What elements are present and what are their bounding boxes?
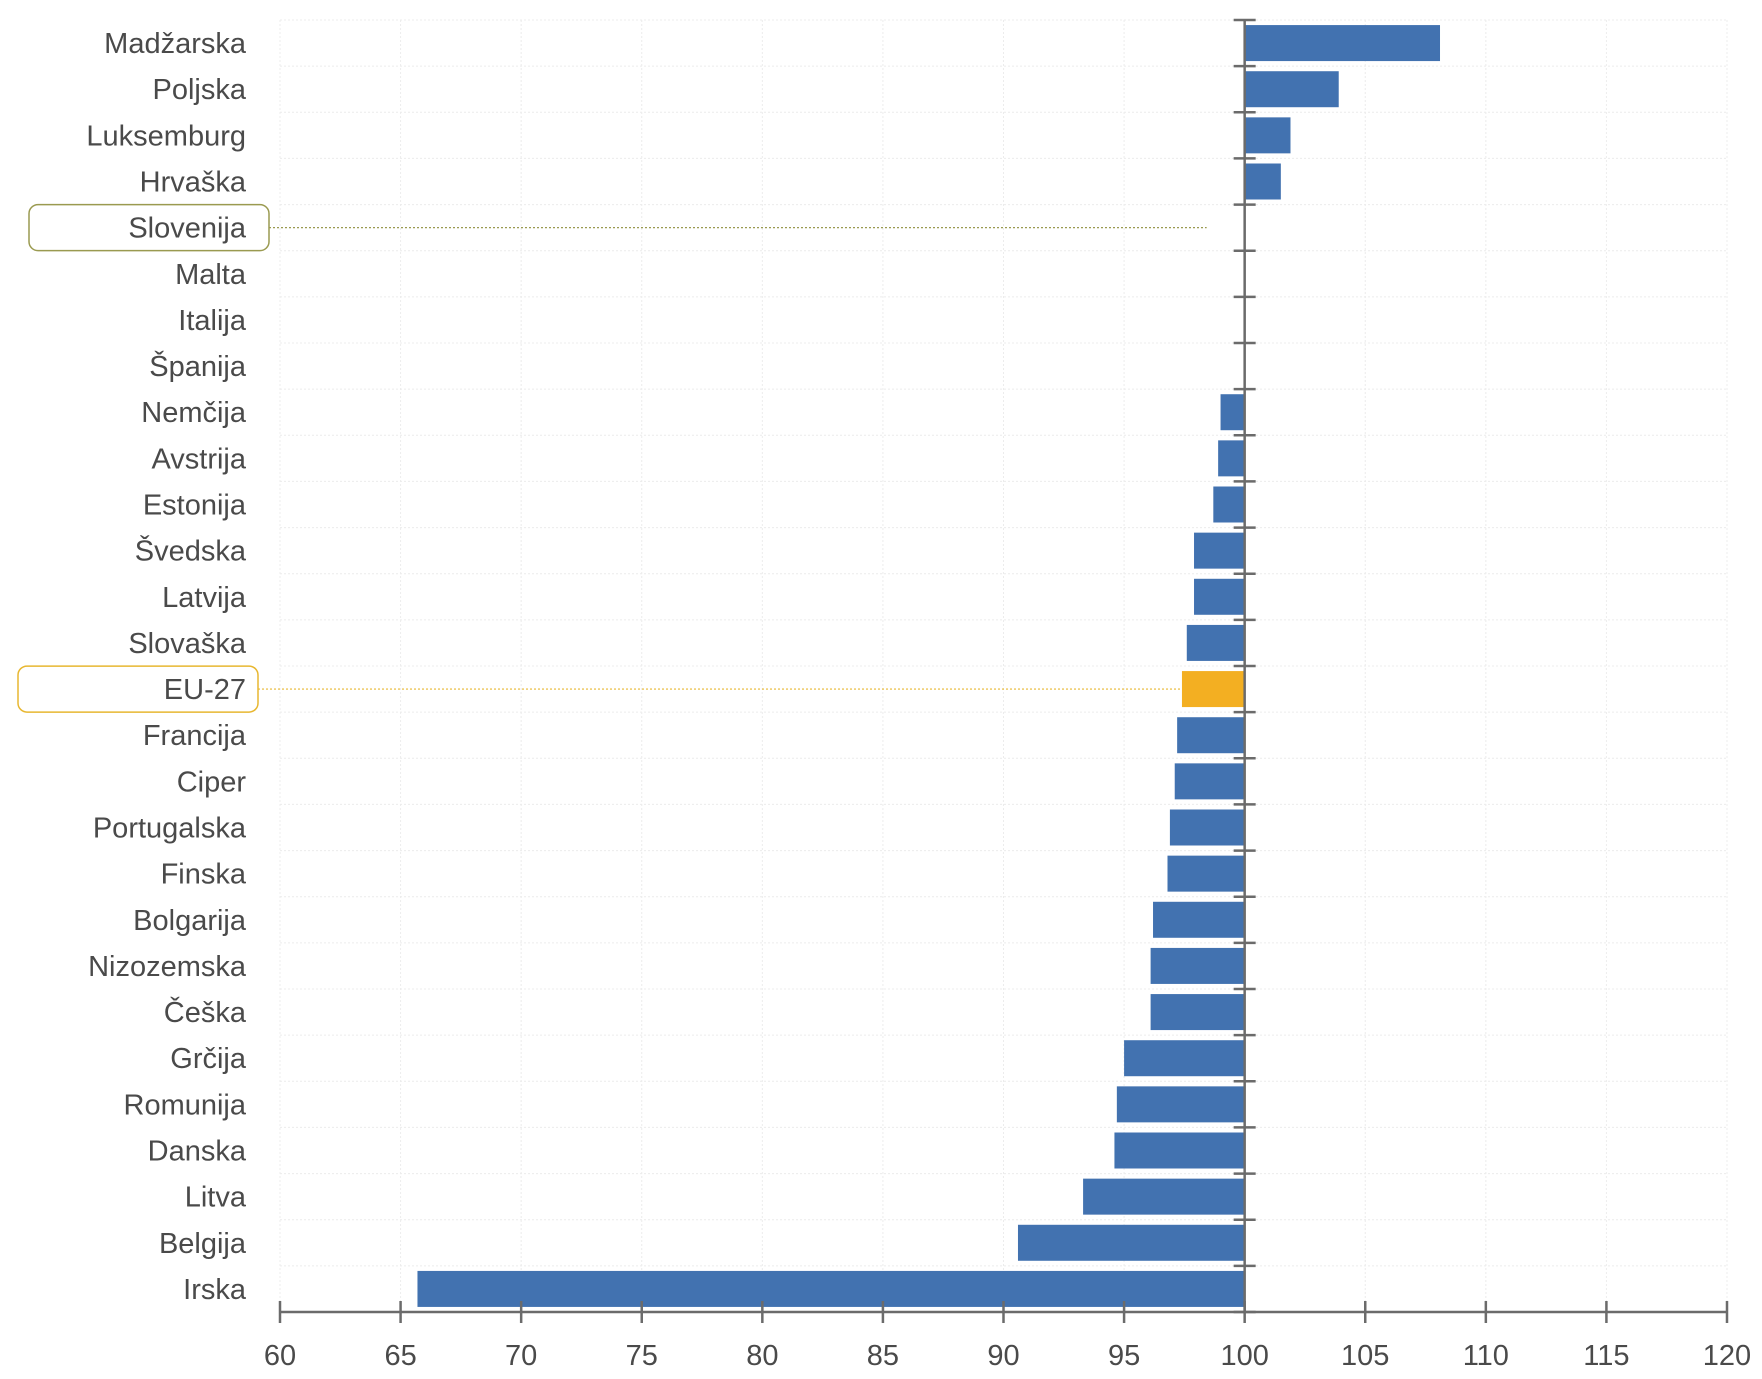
category-label-slovaska: Slovaška bbox=[128, 628, 247, 660]
bar-grcija bbox=[1124, 1040, 1245, 1077]
x-tick-label-85: 85 bbox=[867, 1340, 899, 1372]
category-label-slovenija: Slovenija bbox=[128, 213, 247, 245]
x-tick-label-100: 100 bbox=[1220, 1340, 1268, 1372]
bar-poljska bbox=[1244, 71, 1339, 108]
category-label-finska: Finska bbox=[161, 859, 247, 891]
bar-eu-27 bbox=[1181, 671, 1245, 708]
x-tick-label-75: 75 bbox=[626, 1340, 658, 1372]
x-tick-label-115: 115 bbox=[1583, 1340, 1629, 1372]
bar-avstrija bbox=[1218, 440, 1245, 477]
axes bbox=[278, 18, 1729, 1323]
category-label-romunija: Romunija bbox=[124, 1089, 247, 1121]
bar-romunija bbox=[1116, 1086, 1245, 1123]
category-label-litva: Litva bbox=[185, 1182, 247, 1214]
category-label-poljska: Poljska bbox=[153, 74, 247, 106]
category-labels: Madžarska Poljska Luksemburg Hrvaška Sloveni… bbox=[86, 28, 246, 1306]
x-tick-label-110: 110 bbox=[1463, 1340, 1509, 1372]
category-label-belgija: Belgija bbox=[159, 1228, 247, 1260]
bar-slovaska bbox=[1186, 624, 1245, 661]
bar-nizozemska bbox=[1150, 947, 1245, 984]
category-label-nemcija: Nemčija bbox=[141, 397, 247, 429]
x-tick-label-80: 80 bbox=[746, 1340, 778, 1372]
bar-ceska bbox=[1150, 994, 1245, 1031]
category-label-portugalska: Portugalska bbox=[93, 813, 247, 845]
category-label-eu-27: EU-27 bbox=[164, 674, 246, 706]
bar-portugalska bbox=[1169, 809, 1245, 846]
bar-luksemburg bbox=[1244, 117, 1291, 154]
category-label-latvija: Latvija bbox=[162, 582, 247, 614]
bar-latvija bbox=[1194, 578, 1245, 615]
category-label-madzarska: Madžarska bbox=[104, 28, 247, 60]
bars bbox=[417, 25, 1441, 1307]
bar-madzarska bbox=[1244, 25, 1441, 62]
category-label-nizozemska: Nizozemska bbox=[88, 951, 247, 983]
bar-litva bbox=[1083, 1178, 1245, 1215]
bar-francija bbox=[1177, 717, 1245, 754]
category-label-luksemburg: Luksemburg bbox=[86, 120, 246, 152]
category-label-francija: Francija bbox=[143, 720, 247, 752]
category-label-hrvaska: Hrvaška bbox=[140, 167, 247, 199]
bar-danska bbox=[1114, 1132, 1245, 1169]
bar-svedska bbox=[1194, 532, 1245, 569]
category-label-ceska: Češka bbox=[164, 995, 247, 1029]
x-tick-label-65: 65 bbox=[384, 1340, 416, 1372]
category-label-italija: Italija bbox=[178, 305, 247, 337]
category-label-danska: Danska bbox=[148, 1136, 247, 1168]
grid-lines bbox=[279, 19, 1728, 1313]
category-label-ciper: Ciper bbox=[177, 766, 247, 798]
category-label-svedska: Švedska bbox=[135, 534, 247, 568]
bar-bolgarija bbox=[1153, 901, 1245, 938]
bar-hrvaska bbox=[1244, 163, 1281, 200]
category-label-malta: Malta bbox=[175, 259, 247, 291]
x-tick-label-105: 105 bbox=[1341, 1340, 1389, 1372]
bar-ciper bbox=[1174, 763, 1245, 800]
x-tick-label-60: 60 bbox=[264, 1340, 296, 1372]
bar-nemcija bbox=[1220, 394, 1245, 431]
category-label-bolgarija: Bolgarija bbox=[133, 905, 247, 937]
category-label-grcija: Grčija bbox=[170, 1043, 247, 1075]
bar-irska bbox=[417, 1270, 1245, 1307]
x-tick-label-95: 95 bbox=[1108, 1340, 1140, 1372]
x-tick-labels: 60 65 70 75 80 85 90 95 100 105 110 115 120 bbox=[264, 1340, 1751, 1372]
highlight-markers bbox=[17, 203, 1207, 713]
bar-finska bbox=[1167, 855, 1245, 892]
category-label-estonija: Estonija bbox=[143, 490, 247, 522]
category-label-irska: Irska bbox=[183, 1274, 247, 1306]
category-label-avstrija: Avstrija bbox=[151, 443, 246, 475]
x-tick-label-70: 70 bbox=[505, 1340, 537, 1372]
bar-estonija bbox=[1213, 486, 1245, 523]
x-tick-label-120: 120 bbox=[1703, 1340, 1751, 1372]
bar-belgija bbox=[1017, 1224, 1245, 1261]
category-label-spanija: Španija bbox=[149, 349, 247, 383]
x-tick-label-90: 90 bbox=[987, 1340, 1019, 1372]
